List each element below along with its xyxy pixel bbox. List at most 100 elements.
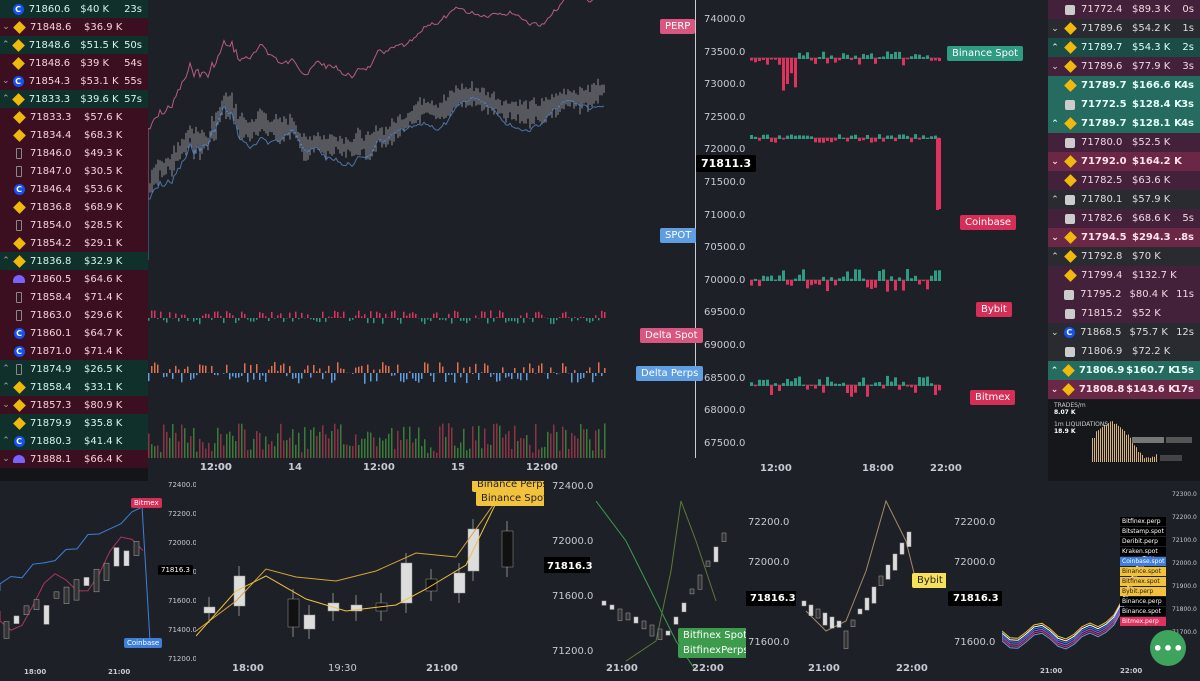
exchange-delta-bar <box>922 135 925 139</box>
trade-price: 71780.0 <box>1081 137 1123 148</box>
trade-price: 71860.5 <box>30 273 72 285</box>
volume-bar <box>184 428 186 458</box>
bottom-chart-1[interactable]: 72400.072200.072000.071800.071600.071400… <box>0 481 196 681</box>
delta-spot-bar <box>271 311 273 318</box>
candle <box>63 586 70 604</box>
exchange-delta-bar <box>870 138 873 143</box>
bottom-chart-2[interactable]: Binance Perps Binance Spot 18:00 19:30 2… <box>196 481 544 681</box>
binance-icon <box>12 110 26 124</box>
candle <box>113 547 120 567</box>
trade-size: $70 K <box>1132 251 1161 262</box>
volume-bar <box>226 433 228 458</box>
delta-perps-bar <box>493 373 495 375</box>
more-options-button[interactable]: ••• <box>1150 630 1186 666</box>
trade-row: 71833.3 $57.6 K <box>0 108 148 126</box>
trade-row: 71772.5 $128.4 K 3s <box>1048 95 1200 114</box>
delta-spot-bar <box>526 312 528 318</box>
bitmex-label: Bitmex <box>970 390 1016 405</box>
exchange-delta-bar <box>834 138 837 141</box>
delta-spot-bar <box>469 318 471 321</box>
volume-bar <box>259 432 261 458</box>
trade-row: 71854.0 $28.5 K <box>0 216 148 234</box>
volume-bar <box>241 423 243 458</box>
delta-perps-bar <box>421 373 423 379</box>
volume-bar <box>217 427 219 458</box>
main-x-axis: 12:00 14 12:00 15 12:00 <box>148 458 748 481</box>
volume-bar <box>460 442 462 458</box>
delta-spot-bar <box>571 318 573 322</box>
bottom-chart-2-svg <box>196 500 514 639</box>
bitmex-line <box>0 536 144 631</box>
trade-row: 71782.6 $68.6 K 5s <box>1048 209 1200 228</box>
candle <box>133 541 140 556</box>
exchange-delta-bar <box>854 134 857 139</box>
volume-bar <box>442 423 444 458</box>
delta-perps-bar <box>550 367 552 373</box>
delta-perps-bar <box>277 370 279 373</box>
candle <box>350 604 363 612</box>
trade-time: 57s <box>124 93 142 105</box>
volume-bar <box>364 438 366 458</box>
exchange-icon-wrap <box>11 56 25 70</box>
candle <box>822 612 828 626</box>
delta-perps-bar <box>340 368 342 373</box>
binance-icon <box>12 200 26 214</box>
trade-row: 71863.0 $29.6 K <box>0 306 148 324</box>
delta-spot-bar <box>442 318 444 320</box>
delta-spot-bar <box>397 318 399 320</box>
volume-bar <box>562 426 564 458</box>
liquidations-mini-chart[interactable]: TRADES/m 8.07 K 1m LIQUIDATIONS 18.9 K <box>1048 400 1200 481</box>
volume-bar <box>580 423 582 458</box>
exchange-delta-bar <box>862 377 865 386</box>
trade-row: 71815.2 $52 K <box>1048 304 1200 323</box>
exchange-delta-bar <box>914 134 917 139</box>
delta-spot-bar <box>454 310 456 318</box>
delta-perps-bar <box>226 364 228 373</box>
bybit-icon <box>16 291 22 303</box>
binance-icon <box>12 416 26 430</box>
delta-spot-bar <box>385 313 387 318</box>
bottom-chart-3[interactable]: Bitfinex Spot BitfinexPerps 21:00 22:00 <box>596 481 746 681</box>
exchange-delta-bar <box>910 56 913 59</box>
delta-perps-bar <box>229 373 231 380</box>
volume-bar <box>298 432 300 458</box>
volume-bar <box>256 431 258 458</box>
delta-perps-bar <box>238 373 240 378</box>
delta-spot-bar <box>487 318 489 324</box>
exchange-icon-wrap <box>12 165 26 177</box>
main-price-chart[interactable]: PERP SPOT Delta Spot Delta Perps 12:00 <box>147 0 704 473</box>
volume-bar <box>337 429 339 458</box>
delta-spot-bar <box>211 318 213 320</box>
candle <box>641 620 647 630</box>
bottom-chart-4[interactable]: Bybit 21:00 22:00 <box>796 481 946 681</box>
exchange-delta-panel[interactable]: Binance Spot Coinbase Bybit Bitmex 12:00… <box>750 0 1046 474</box>
delta-perps-bar <box>175 365 177 373</box>
trade-row: 71782.5 $63.6 K <box>1048 171 1200 190</box>
volume-bar <box>439 426 441 458</box>
exchange-delta-bar <box>766 276 769 281</box>
chevron-down-icon: ⌄ <box>1050 384 1059 395</box>
exchange-delta-bar <box>826 58 829 64</box>
b6-price-tick: 71800.0 <box>1172 606 1197 613</box>
b1-price-tick: 71600.0 <box>168 597 196 605</box>
volume-bar <box>508 431 510 458</box>
volume-bar <box>181 424 183 458</box>
exchange-delta-bar <box>918 54 921 59</box>
trade-size: $36.9 K <box>84 21 123 33</box>
volume-bar <box>331 430 333 458</box>
trade-size: $75.7 K <box>1129 327 1168 338</box>
exchange-delta-bar <box>838 134 841 139</box>
exchange-delta-bar <box>858 269 861 281</box>
delta-spot-bar <box>517 318 519 324</box>
delta-spot-bar <box>205 313 207 318</box>
delta-spot-bar <box>457 311 459 318</box>
exchange-delta-bar <box>878 134 881 139</box>
delta-perps-bar <box>433 373 435 382</box>
trade-row: C 71860.1 $64.7 K <box>0 324 148 342</box>
candle <box>906 531 912 547</box>
binance-spot-line <box>196 502 497 637</box>
main-price-axis[interactable]: 74000.0 73500.0 73000.0 72500.0 72000.0 71500… <box>696 0 757 458</box>
b3p-tick: 71600.0 <box>748 637 789 648</box>
